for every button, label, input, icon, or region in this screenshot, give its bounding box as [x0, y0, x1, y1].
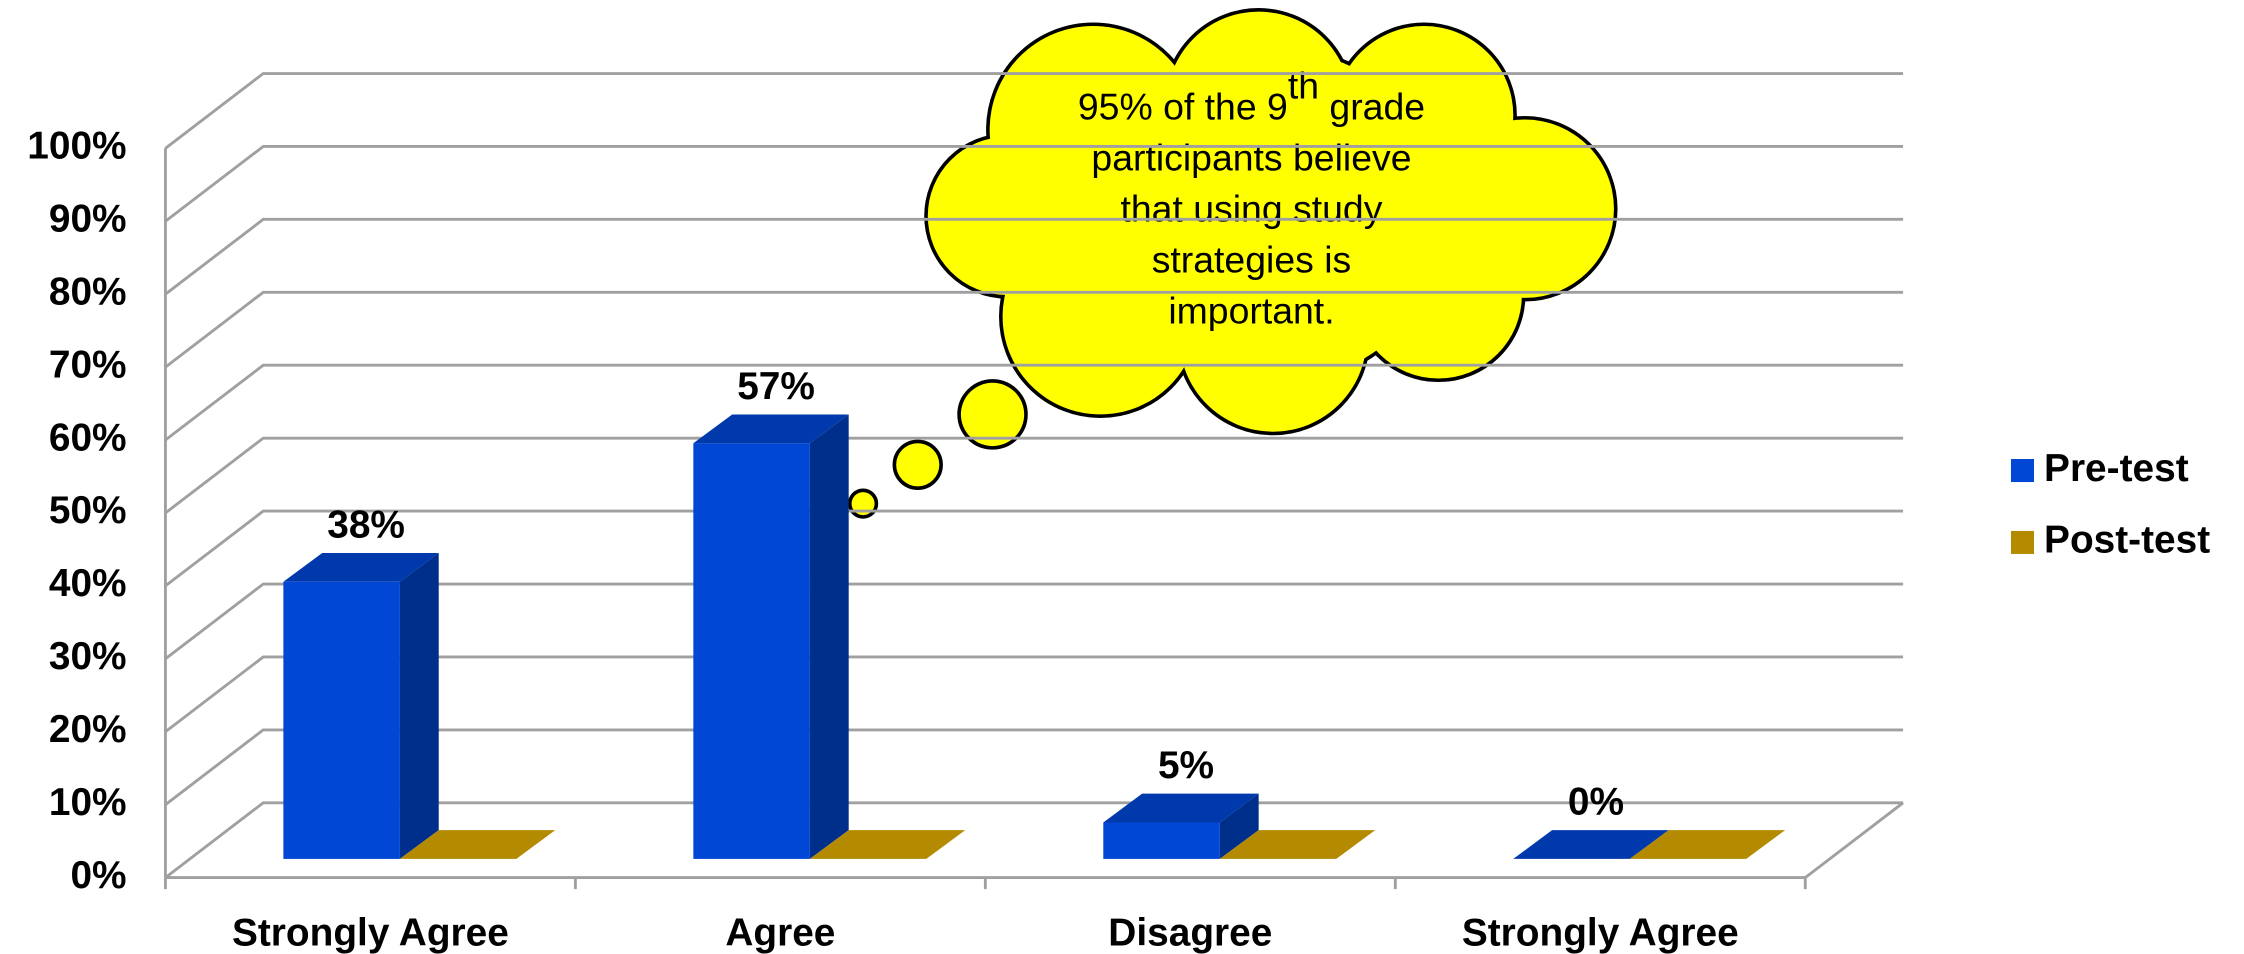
annotation-run: strategies is — [1152, 239, 1352, 281]
bar-top — [283, 553, 439, 582]
annotation: participants believe — [1091, 136, 1411, 178]
x-tick-label: Strongly Agree — [1462, 911, 1739, 954]
grid-line — [164, 290, 1904, 369]
legend-swatch — [2010, 459, 2034, 483]
grid-line — [164, 801, 1904, 879]
bar — [1629, 830, 1786, 859]
cloud-fill — [896, 443, 940, 487]
cloud-fill — [1114, 50, 1446, 382]
x-tick-label: Agree — [725, 911, 835, 954]
bar-front — [693, 443, 810, 859]
annotation-run: important. — [1168, 290, 1334, 332]
bar — [1219, 830, 1376, 859]
cloud-fill — [960, 382, 1025, 447]
bar-side — [809, 414, 849, 859]
grid-line — [164, 72, 1904, 150]
grid-line — [164, 728, 1904, 806]
y-tick-label: 40% — [49, 562, 127, 605]
bar-side — [1219, 793, 1259, 859]
y-tick-label: 80% — [49, 270, 127, 313]
y-tick-label: 90% — [49, 197, 127, 240]
grid-line — [164, 145, 1904, 223]
y-tick-label: 30% — [49, 635, 127, 678]
data-label: 38% — [327, 503, 405, 546]
bar-top — [809, 830, 966, 859]
bar — [809, 830, 966, 859]
bar — [399, 830, 556, 859]
bar-top — [1513, 830, 1669, 859]
x-tick-label: Disagree — [1108, 911, 1272, 954]
legend-label: Pre-test — [2044, 447, 2189, 490]
bar-top — [1103, 793, 1259, 823]
bar-front — [283, 581, 400, 859]
grid-line — [164, 509, 1904, 588]
y-tick-label: 70% — [49, 343, 127, 386]
bar-top — [1219, 830, 1376, 859]
grid-line — [164, 655, 1904, 733]
data-label: 0% — [1568, 780, 1624, 823]
bar-top — [693, 414, 849, 444]
annotation: important. — [1168, 290, 1334, 332]
legend-swatch — [2010, 530, 2034, 554]
legend-label: Post-test — [2044, 519, 2210, 562]
annotation-run: participants — [1091, 136, 1282, 178]
y-tick-label: 20% — [49, 708, 127, 751]
annotation-run: believe — [1283, 136, 1412, 178]
annotation: 95% of the 9th grade — [1078, 64, 1425, 127]
grid-line — [164, 217, 1904, 296]
y-tick-label: 10% — [49, 781, 127, 824]
bar — [1103, 793, 1259, 859]
cloud-fill — [851, 492, 875, 516]
y-tick-label: 100% — [27, 125, 126, 168]
annotation: that using study — [1121, 187, 1383, 229]
grid-line — [164, 436, 1904, 515]
bar-top — [1629, 830, 1786, 859]
bar — [693, 414, 849, 859]
annotation: strategies is — [1152, 239, 1352, 281]
bar — [283, 553, 439, 859]
y-tick-label: 60% — [49, 416, 127, 459]
data-label: 5% — [1158, 744, 1214, 787]
bar-side — [399, 553, 439, 859]
x-tick-label: Strongly Agree — [232, 911, 509, 954]
annotation-run: that using study — [1121, 187, 1383, 229]
annotation-run: 95% of the 9 — [1078, 85, 1288, 127]
y-tick-label: 0% — [70, 854, 126, 897]
annotation-run: grade — [1319, 85, 1425, 127]
grid-line — [164, 363, 1904, 442]
annotation-run: th — [1288, 64, 1319, 106]
bar-front — [1103, 822, 1220, 859]
cloud-fill — [927, 136, 1087, 296]
grid-line — [164, 582, 1904, 660]
data-label: 57% — [737, 365, 815, 408]
bar — [1513, 830, 1669, 859]
y-tick-label: 50% — [49, 489, 127, 532]
bar-top — [399, 830, 556, 859]
